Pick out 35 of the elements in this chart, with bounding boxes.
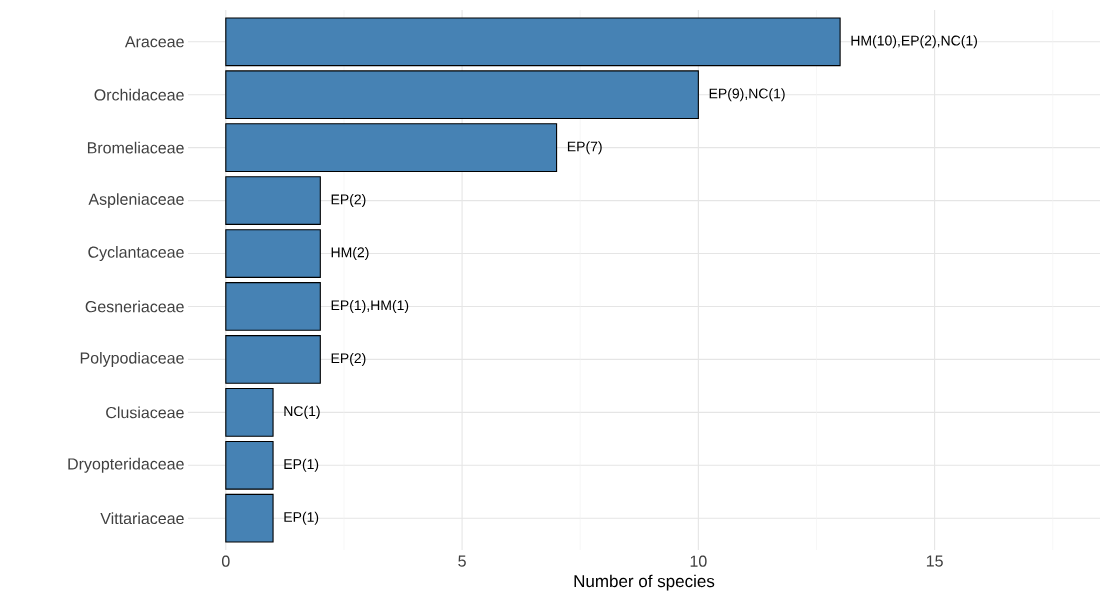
y-tick-label: Clusiaceae: [106, 406, 184, 419]
x-tick-label: 15: [926, 555, 943, 567]
data-label: EP(1),HM(1): [331, 299, 409, 313]
y-tick-label: Orchidaceae: [94, 88, 184, 101]
bar: [225, 176, 321, 225]
bar: [225, 70, 699, 120]
bar: [225, 335, 321, 384]
x-axis-title: Number of species: [574, 574, 715, 591]
y-tick-label: Polypodiaceae: [80, 351, 184, 367]
y-tick-label: Bromeliaceae: [87, 141, 184, 154]
data-label: HM(10),EP(2),NC(1): [851, 35, 977, 49]
y-tick-label: Vittariaceae: [100, 512, 184, 525]
y-tick-label: Cyclantaceae: [88, 246, 184, 261]
data-label: EP(7): [567, 141, 602, 155]
data-label: EP(1): [284, 511, 319, 525]
data-label: EP(1): [284, 458, 319, 472]
data-label: EP(2): [331, 352, 366, 366]
bar: [225, 123, 558, 173]
bar: [225, 282, 321, 331]
data-label: EP(2): [331, 194, 366, 208]
data-label: EP(9),NC(1): [709, 88, 785, 102]
bar: [225, 440, 274, 490]
y-tick-label: Araceae: [124, 36, 184, 48]
data-label: HM(2): [331, 247, 369, 261]
bar: [225, 387, 274, 437]
bar: [225, 17, 841, 67]
x-tick-label: 0: [221, 555, 230, 567]
x-tick-label: 5: [458, 555, 466, 567]
y-tick-label: Aspleniaceae: [88, 193, 184, 209]
x-tick-label: 10: [690, 555, 707, 567]
bar: [225, 493, 274, 543]
y-tick-label: Gesneriaceae: [85, 300, 184, 313]
y-tick-label: Dryopteridaceae: [68, 457, 184, 473]
data-label: NC(1): [284, 405, 320, 419]
bar: [225, 229, 321, 278]
